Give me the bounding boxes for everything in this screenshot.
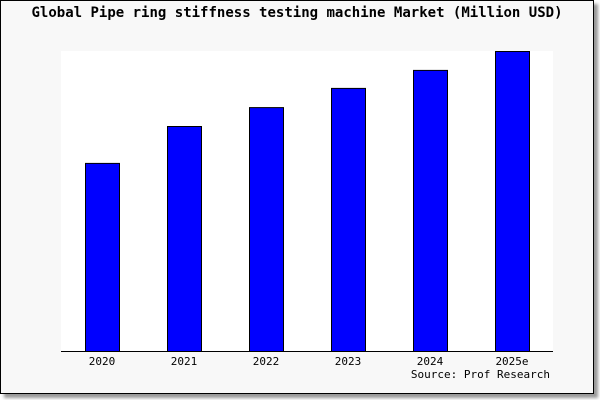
x-tick-label: 2021 [171,355,198,368]
bar-2021 [167,126,202,352]
chart-title: Global Pipe ring stiffness testing machi… [31,5,563,21]
chart-frame: Global Pipe ring stiffness testing machi… [0,0,594,394]
bar-2022 [249,107,284,352]
bar-2024 [413,69,448,353]
x-tick-label: 2024 [417,355,444,368]
x-tick-label: 2022 [253,355,280,368]
bar-2020 [85,162,120,352]
x-tick-label: 2025e [495,355,528,368]
source-note: Source: Prof Research [410,368,550,381]
plot-area [61,51,553,351]
x-tick-label: 2023 [335,355,362,368]
x-tick-label: 2020 [89,355,116,368]
bar-2025e [495,51,530,352]
bar-chart: 2020 2021 2022 2023 2024 2025e [61,51,553,368]
bar-2023 [331,87,366,353]
